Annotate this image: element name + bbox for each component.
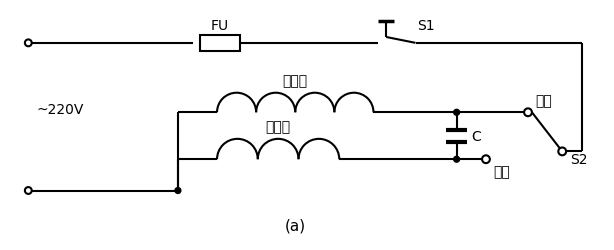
Text: 正转: 正转	[535, 94, 551, 108]
Circle shape	[524, 109, 532, 117]
Text: 反转: 反转	[493, 164, 510, 178]
Circle shape	[175, 188, 181, 194]
Circle shape	[25, 187, 32, 194]
Text: S2: S2	[570, 152, 588, 166]
Text: (a): (a)	[285, 218, 306, 232]
Circle shape	[454, 157, 459, 162]
Circle shape	[25, 40, 32, 47]
Text: 主绕组: 主绕组	[282, 74, 308, 88]
Text: FU: FU	[211, 19, 229, 33]
Circle shape	[558, 148, 566, 156]
Text: S1: S1	[418, 19, 435, 33]
Text: C: C	[472, 129, 481, 143]
Text: ~220V: ~220V	[36, 102, 84, 117]
Bar	[200, 36, 239, 52]
Text: 副绕组: 副绕组	[266, 120, 290, 134]
Circle shape	[482, 156, 490, 164]
Circle shape	[454, 110, 459, 116]
